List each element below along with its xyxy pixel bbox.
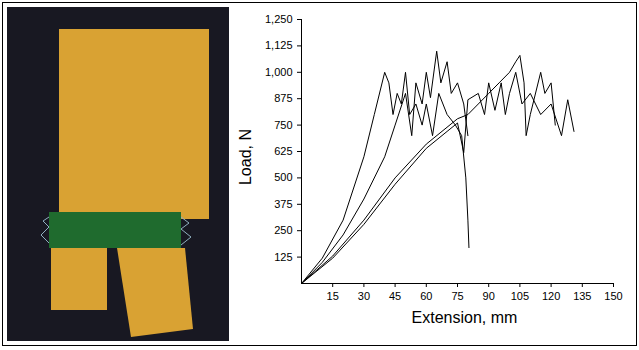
svg-text:120: 120: [542, 290, 560, 302]
svg-text:75: 75: [451, 290, 463, 302]
svg-text:250: 250: [274, 224, 292, 236]
svg-text:1,000: 1,000: [265, 66, 293, 78]
svg-text:750: 750: [274, 119, 292, 131]
svg-text:150: 150: [604, 290, 622, 302]
svg-text:15: 15: [327, 290, 339, 302]
svg-text:875: 875: [274, 92, 292, 104]
html-text:Load, N: Load, N: [237, 129, 254, 185]
svg-text:1,125: 1,125: [265, 39, 293, 51]
svg-text:60: 60: [420, 290, 432, 302]
html-text:Extension, mm: Extension, mm: [411, 309, 518, 326]
svg-text:625: 625: [274, 145, 292, 157]
svg-text:45: 45: [389, 290, 401, 302]
svg-text:30: 30: [358, 290, 370, 302]
svg-text:125: 125: [274, 251, 292, 263]
svg-text:375: 375: [274, 198, 292, 210]
svg-text:105: 105: [511, 290, 529, 302]
svg-text:1,250: 1,250: [265, 13, 293, 25]
svg-text:90: 90: [483, 290, 495, 302]
svg-text:135: 135: [573, 290, 591, 302]
svg-text:500: 500: [274, 171, 292, 183]
